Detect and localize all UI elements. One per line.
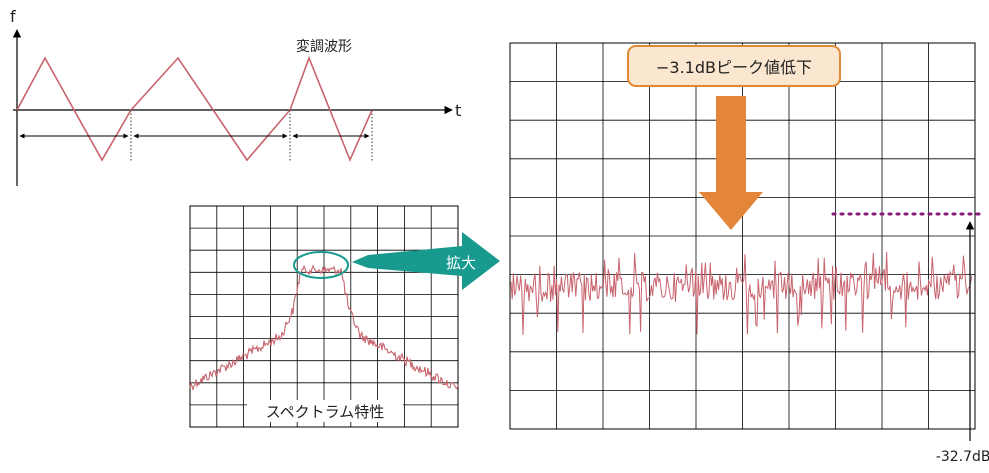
peak-callout-box xyxy=(627,45,841,87)
zoom-arrow-shape xyxy=(352,232,500,290)
peak-drop-arrow xyxy=(699,96,763,230)
frequency-axis-label: f xyxy=(10,7,16,26)
modulation-waveform-panel: f t 変調波形 xyxy=(10,7,461,186)
spectrum-peak-highlight xyxy=(293,251,349,279)
zoomed-spectrum-panel: −3.1dBピーク値低下 -32.7dBm xyxy=(509,42,989,465)
spectrum-trace xyxy=(189,264,459,392)
zoomed-spectrum-trace xyxy=(510,251,973,335)
spectrum-label-background xyxy=(247,400,403,422)
spectrum-panel: スペクトラム特性 xyxy=(189,205,459,428)
zoom-arrow: 拡大 xyxy=(352,232,500,290)
spectrum-label: スペクトラム特性 xyxy=(266,403,385,421)
peak-callout-text: −3.1dBピーク値低下 xyxy=(656,58,812,77)
reference-level-text: -32.7dBm xyxy=(936,449,989,465)
zoom-arrow-label: 拡大 xyxy=(446,254,476,272)
spectrum-grid xyxy=(189,205,459,428)
time-axis-label: t xyxy=(455,101,461,120)
modulation-waveform-line xyxy=(16,55,373,163)
modulation-waveform-title: 変調波形 xyxy=(296,38,352,55)
